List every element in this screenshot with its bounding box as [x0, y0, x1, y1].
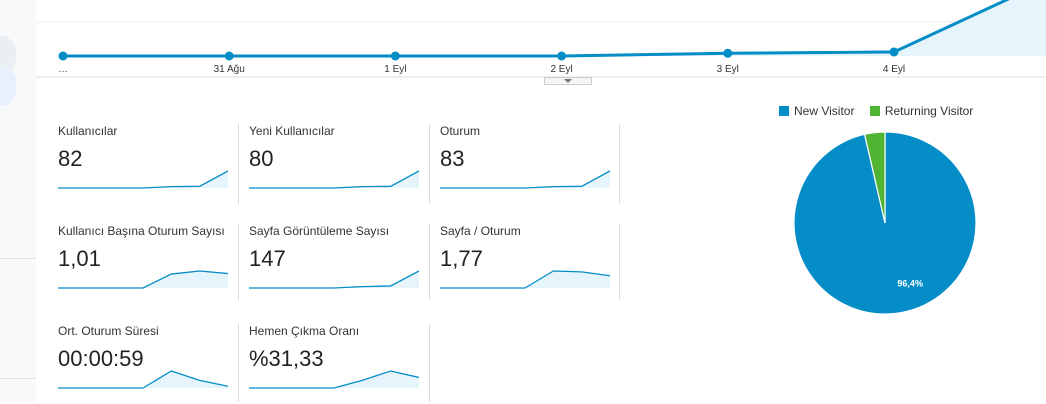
- series-line: [63, 0, 1010, 58]
- sidebar-divider: [0, 258, 36, 259]
- metric-value: 00:00:59: [58, 346, 144, 371]
- metric-sparkline: [440, 270, 610, 289]
- tile-separator: [619, 124, 620, 204]
- metric-tile[interactable]: Kullanıcı Başına Oturum Sayısı 1,01: [58, 224, 240, 304]
- x-tick-label: 4 Eyl: [883, 64, 905, 75]
- legend-swatch: [779, 106, 789, 116]
- main-line-chart: … 31 Ağu 1 Eyl 2 Eyl 3 Eyl 4 Eyl: [36, 0, 1046, 78]
- sparkline-line: [440, 170, 610, 189]
- chart-resize-handle[interactable]: [544, 77, 592, 85]
- sparkline-line: [249, 370, 419, 389]
- metric-sparkline: [249, 170, 419, 189]
- data-point[interactable]: [58, 51, 68, 61]
- metric-sparkline: [249, 270, 419, 289]
- sparkline-area: [58, 271, 228, 288]
- metric-value: 83: [440, 146, 465, 171]
- metric-label: Sayfa Görüntüleme Sayısı: [249, 224, 390, 238]
- x-tick-label: 1 Eyl: [384, 64, 406, 75]
- metric-value: %31,33: [249, 346, 324, 371]
- sparkline-area: [249, 171, 419, 188]
- tile-separator: [429, 224, 430, 300]
- x-tick-label: …: [58, 64, 68, 75]
- sparkline-area: [249, 271, 419, 288]
- legend-item-new-visitor[interactable]: New Visitor: [779, 104, 854, 118]
- metric-tile[interactable]: Yeni Kullanıcılar 80: [249, 124, 431, 204]
- metric-sparkline: [58, 270, 228, 289]
- sidebar-bubble: [0, 66, 16, 106]
- metric-tile[interactable]: Hemen Çıkma Oranı %31,33: [249, 324, 431, 404]
- sparkline-area: [58, 371, 228, 388]
- sidebar-divider: [0, 378, 36, 379]
- metric-label: Sayfa / Oturum: [440, 224, 521, 238]
- sparkline-area: [440, 271, 610, 288]
- sparkline-line: [249, 170, 419, 189]
- metric-sparkline: [58, 370, 228, 389]
- sidebar-bubble: [0, 36, 16, 74]
- data-point[interactable]: [224, 51, 234, 61]
- pie-slice[interactable]: [863, 131, 886, 224]
- metric-value: 82: [58, 146, 83, 171]
- data-point[interactable]: [557, 51, 567, 61]
- pie-legend: New Visitor Returning Visitor: [779, 104, 985, 118]
- sparkline-line: [58, 270, 228, 289]
- legend-label: New Visitor: [794, 104, 855, 118]
- metric-value: 80: [249, 146, 274, 171]
- legend-label: Returning Visitor: [884, 104, 974, 118]
- metric-label: Hemen Çıkma Oranı: [249, 324, 360, 338]
- metric-tile[interactable]: Kullanıcılar 82: [58, 124, 240, 204]
- tile-separator: [429, 324, 430, 402]
- metric-label: Oturum: [440, 124, 481, 138]
- tile-separator: [619, 224, 620, 300]
- metric-tile[interactable]: Oturum 83: [440, 124, 622, 204]
- sparkline-line: [249, 270, 419, 289]
- metric-label: Yeni Kullanıcılar: [249, 124, 335, 138]
- sparkline-line: [58, 170, 228, 189]
- line-area-fill: [63, 0, 1046, 56]
- sparkline-area: [440, 171, 610, 188]
- data-point[interactable]: [723, 48, 733, 58]
- legend-swatch: [869, 106, 880, 116]
- metric-tile[interactable]: Sayfa / Oturum 1,77: [440, 224, 622, 304]
- legend-item-returning-visitor[interactable]: Returning Visitor: [869, 104, 974, 118]
- metric-sparkline: [249, 370, 419, 389]
- data-point[interactable]: [889, 47, 899, 57]
- metric-value: 147: [249, 246, 286, 271]
- tile-separator: [238, 324, 239, 402]
- sparkline-line: [440, 270, 610, 289]
- metric-sparkline: [440, 170, 610, 189]
- metric-tile[interactable]: Sayfa Görüntüleme Sayısı 147: [249, 224, 431, 304]
- tile-separator: [429, 124, 430, 204]
- left-sidebar: [0, 0, 36, 402]
- sparkline-area: [58, 171, 228, 188]
- chevron-down-icon: [564, 79, 572, 83]
- metric-label: Kullanıcı Başına Oturum Sayısı: [58, 224, 225, 238]
- pie-slice-label: 96,4%: [897, 278, 923, 288]
- metric-value: 1,01: [58, 246, 101, 271]
- visitor-type-pie-chart: 96,4%: [793, 131, 977, 315]
- x-tick-label: 2 Eyl: [550, 64, 572, 75]
- sparkline-line: [58, 370, 228, 389]
- metric-label: Kullanıcılar: [58, 124, 118, 138]
- x-tick-label: 3 Eyl: [717, 64, 739, 75]
- metric-label: Ort. Oturum Süresi: [58, 324, 159, 338]
- tile-separator: [238, 224, 239, 300]
- metric-sparkline: [58, 170, 228, 189]
- metric-tile[interactable]: Ort. Oturum Süresi 00:00:59: [58, 324, 240, 404]
- metric-value: 1,77: [440, 246, 483, 271]
- sparkline-area: [249, 371, 419, 388]
- data-point[interactable]: [390, 51, 400, 61]
- tile-separator: [238, 124, 239, 204]
- x-tick-label: 31 Ağu: [214, 64, 245, 75]
